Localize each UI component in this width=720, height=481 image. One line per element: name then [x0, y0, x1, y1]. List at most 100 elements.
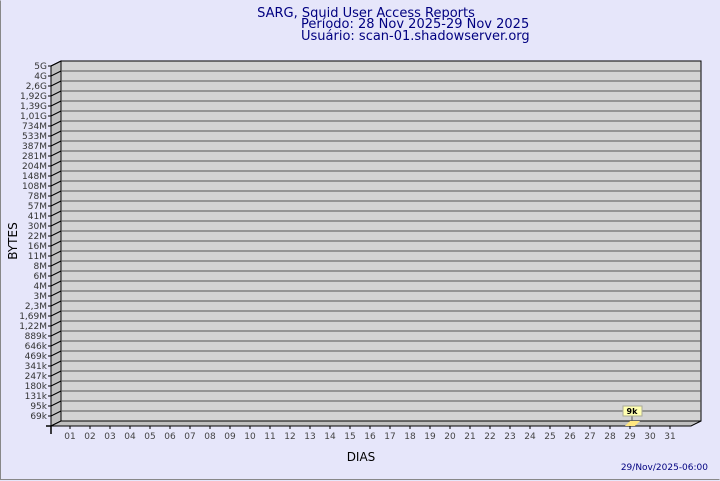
x-tick-label: 21: [464, 432, 475, 442]
y-tick-label: 131k: [25, 392, 48, 402]
y-tick-label: 247k: [25, 372, 48, 382]
y-tick-label: 341k: [25, 362, 48, 372]
y-tick-label: 148M: [22, 172, 47, 182]
x-tick-label: 22: [484, 432, 495, 442]
x-tick-label: 16: [364, 432, 376, 442]
x-tick-label: 03: [104, 432, 115, 442]
footer-timestamp: 29/Nov/2025-06:00: [621, 463, 708, 473]
y-tick-label: 180k: [25, 382, 48, 392]
gridline-side: [50, 170, 62, 177]
x-tick-label: 15: [344, 432, 355, 442]
y-tick-label: 204M: [22, 162, 47, 172]
y-tick-label: 469k: [25, 352, 48, 362]
x-tick-label: 29: [624, 432, 636, 442]
x-tick-label: 04: [124, 432, 136, 442]
x-tick-label: 24: [524, 432, 536, 442]
y-tick-label: 22M: [28, 232, 47, 242]
x-tick-label: 26: [564, 432, 576, 442]
gridline-side: [50, 80, 62, 87]
y-tick-label: 1,01G: [20, 112, 47, 122]
gridline-side: [50, 90, 62, 97]
y-tick-label: 6M: [34, 272, 48, 282]
gridline-side: [50, 380, 62, 387]
x-tick-label: 10: [244, 432, 256, 442]
y-tick-label: 281M: [22, 152, 47, 162]
x-tick-label: 19: [424, 432, 436, 442]
x-tick-label: 31: [664, 432, 675, 442]
y-tick-label: 3M: [34, 292, 48, 302]
gridline-side: [50, 270, 62, 277]
y-tick-label: 1,39G: [20, 102, 47, 112]
x-tick-label: 17: [384, 432, 395, 442]
x-tick-label: 25: [544, 432, 555, 442]
x-tick-label: 14: [324, 432, 336, 442]
y-tick-label: 646k: [25, 342, 48, 352]
gridline-side: [50, 130, 62, 137]
x-tick-label: 08: [204, 432, 216, 442]
data-label-box: [622, 405, 643, 417]
y-tick-label: 5G: [34, 62, 47, 72]
gridline-side: [50, 110, 62, 117]
y-tick-label: 1,22M: [19, 322, 47, 332]
gridline-side: [50, 400, 62, 407]
y-tick-label: 16M: [28, 242, 47, 252]
y-tick-label: 57M: [28, 202, 47, 212]
x-tick-label: 23: [504, 432, 515, 442]
x-axis-label: DIAS: [347, 450, 376, 464]
y-axis-label: BYTES: [6, 222, 20, 259]
y-tick-label: 95k: [30, 402, 47, 412]
gridline-side: [50, 210, 62, 217]
x-tick-label: 05: [144, 432, 155, 442]
gridline-side: [50, 320, 62, 327]
y-tick-label: 69k: [30, 412, 47, 422]
gridline-side: [50, 290, 62, 297]
chart-title: SARG, Squid User Access Reports: [257, 6, 475, 21]
y-tick-label: 108M: [22, 182, 47, 192]
gridline-side: [50, 190, 62, 197]
y-tick-label: 387M: [22, 142, 47, 152]
x-tick-label: 09: [224, 432, 236, 442]
x-tick-label: 01: [64, 432, 75, 442]
y-tick-label: 533M: [22, 132, 47, 142]
gridline-side: [50, 340, 62, 347]
data-label: 9k: [627, 407, 639, 416]
y-tick-label: 1,92G: [20, 92, 47, 102]
y-tick-label: 4G: [34, 72, 47, 82]
gridline-side: [50, 250, 62, 257]
x-tick-label: 30: [644, 432, 656, 442]
x-tick-label: 02: [84, 432, 95, 442]
gridline-side: [50, 300, 62, 307]
gridline-side: [50, 120, 62, 127]
floor: [50, 420, 702, 427]
y-tick-label: 2,6G: [26, 82, 47, 92]
y-tick-label: 2,3M: [25, 302, 47, 312]
gridline-side: [50, 140, 62, 147]
y-tick-label: 8M: [34, 262, 48, 272]
gridline-side: [50, 60, 62, 67]
gridline-side: [50, 370, 62, 377]
gridline-side: [50, 180, 62, 187]
x-tick-label: 28: [604, 432, 616, 442]
gridline-side: [50, 410, 62, 417]
x-tick-label: 18: [404, 432, 416, 442]
x-tick-label: 06: [164, 432, 176, 442]
y-tick-label: 41M: [28, 212, 47, 222]
gridline-side: [50, 280, 62, 287]
gridline-side: [50, 200, 62, 207]
x-tick-label: 12: [284, 432, 295, 442]
y-tick-label: 30M: [28, 222, 47, 232]
gridline-side: [50, 220, 62, 227]
gridline-side: [50, 330, 62, 337]
gridline-side: [50, 160, 62, 167]
y-tick-label: 734M: [22, 122, 47, 132]
gridline-side: [50, 310, 62, 317]
y-tick-label: 78M: [28, 192, 47, 202]
y-tick-label: 11M: [28, 252, 47, 262]
y-tick-label: 4M: [34, 282, 48, 292]
chart-period: Período: 28 Nov 2025-29 Nov 2025: [301, 17, 529, 32]
gridline-side: [50, 260, 62, 267]
gridline-side: [50, 240, 62, 247]
x-tick-label: 13: [304, 432, 315, 442]
gridline-side: [50, 150, 62, 157]
